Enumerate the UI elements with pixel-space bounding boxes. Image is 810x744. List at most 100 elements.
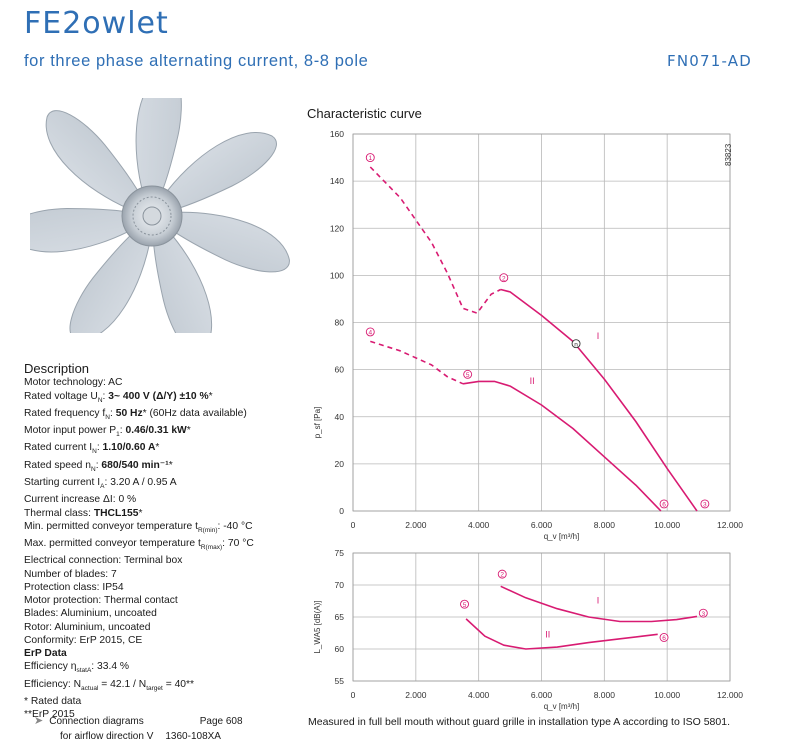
blade xyxy=(30,207,139,253)
spec-label: Starting current I xyxy=(24,476,101,488)
note-rated: * Rated data xyxy=(24,695,82,707)
spec-label: Motor protection: xyxy=(24,595,104,607)
spec-sep: : xyxy=(104,476,111,488)
connection-diagrams-link[interactable]: Connection diagrams xyxy=(49,716,144,727)
efficiency-sub: statA xyxy=(76,667,92,675)
spec-label: Rated speed n xyxy=(24,459,91,471)
y-axis-label: p_sf [Pa] xyxy=(313,407,322,439)
spec-line: Thermal class: THCL155* xyxy=(24,507,314,520)
y-tick-label: 120 xyxy=(330,223,344,233)
erp-title: ErP Data xyxy=(24,648,67,660)
point-marker xyxy=(659,499,669,509)
blade xyxy=(45,110,146,211)
spec-line: Number of blades: 7 xyxy=(24,568,314,581)
spec-sub: R(min) xyxy=(197,526,218,534)
spec-line: Current increase ΔI: 0 % xyxy=(24,493,314,506)
spec-line: Conformity: ErP 2015, CE xyxy=(24,634,314,647)
y-tick-label: 65 xyxy=(335,612,345,622)
spec-label: Current increase ΔI: xyxy=(24,494,119,506)
curve-label: II xyxy=(545,629,550,639)
product-subtitle: for three phase alternating current, 8-8… xyxy=(24,52,369,70)
x-tick-label: 12.000 xyxy=(717,520,743,530)
spec-sep: : xyxy=(102,390,109,402)
point-marker-label: 5 xyxy=(466,372,470,379)
x-tick-label: 2.000 xyxy=(405,690,427,700)
blade xyxy=(161,131,277,213)
blade xyxy=(135,98,182,204)
eff-n-mid: = 42.1 / N xyxy=(98,678,147,690)
spec-value: 70 °C xyxy=(227,538,254,550)
y-tick-label: 60 xyxy=(335,365,345,375)
spec-sep: : xyxy=(96,442,103,454)
spec-line: Motor technology: AC xyxy=(24,376,314,389)
spec-line: Motor protection: Thermal contact xyxy=(24,594,314,607)
plot-frame xyxy=(352,552,731,682)
point-marker-label: n xyxy=(574,341,578,348)
point-marker xyxy=(659,633,669,642)
chart-title: Characteristic curve xyxy=(307,106,422,121)
spec-note: * xyxy=(138,507,143,519)
spec-value: Aluminium, uncoated xyxy=(60,608,157,620)
point-marker-label: 6 xyxy=(662,502,666,509)
connection-block: ➤ Connection diagrams Page 608 for airflow… xyxy=(34,714,243,744)
eff-n-label: Efficiency: N xyxy=(24,678,82,690)
airflow-label: for airflow direction V xyxy=(60,731,154,742)
point-marker xyxy=(365,153,375,163)
spec-sep: : xyxy=(217,520,224,532)
spec-value: 0 % xyxy=(118,494,137,506)
eff-n-value: = 40** xyxy=(162,678,195,690)
spec-value: Terminal box xyxy=(123,555,183,567)
spec-label: Max. permitted conveyor temperature t xyxy=(24,538,201,550)
series-line xyxy=(500,585,698,623)
point-marker xyxy=(463,369,473,379)
x-tick-label: 4.000 xyxy=(468,520,490,530)
point-marker xyxy=(497,569,507,579)
x-tick-label: 6.000 xyxy=(531,690,553,700)
series-line xyxy=(465,618,658,650)
x-axis-label: q_v [m³/h] xyxy=(544,702,580,711)
spec-label: Motor technology: xyxy=(24,377,109,389)
efficiency-line: Efficiency ηstatA: 33.4 % xyxy=(24,660,314,677)
y-tick-label: 60 xyxy=(335,644,345,654)
point-marker-label: 4 xyxy=(368,330,372,337)
spec-label: Blades: xyxy=(24,608,61,620)
spec-value: Aluminium, uncoated xyxy=(54,621,151,633)
y-tick-label: 160 xyxy=(330,129,344,139)
curve-label: I xyxy=(597,331,600,341)
spec-line: Max. permitted conveyor temperature tR(m… xyxy=(24,537,314,554)
airflow-code: 1360-108XA xyxy=(165,731,221,742)
point-marker xyxy=(698,608,708,618)
spec-sub: N xyxy=(105,413,110,421)
y-tick-label: 75 xyxy=(335,548,345,558)
spec-value: IP54 xyxy=(102,581,124,593)
y-tick-label: 55 xyxy=(335,676,345,686)
spec-note: * (60Hz data available) xyxy=(142,407,247,419)
model-number: FN071-AD xyxy=(667,52,752,70)
connection-row: ➤ Connection diagrams Page 608 xyxy=(34,714,243,729)
series-line xyxy=(462,380,662,512)
spec-label: Rated frequency f xyxy=(24,407,106,419)
spec-line: Rated speed nN: 680/540 min⁻¹* xyxy=(24,459,314,476)
chart-code: 83823 xyxy=(724,143,733,166)
x-tick-label: 10.000 xyxy=(654,690,680,700)
spec-sub: 1 xyxy=(116,431,120,439)
blade xyxy=(69,225,152,333)
spec-value: 3.20 A / 0.95 A xyxy=(110,476,177,488)
blade xyxy=(163,211,290,273)
spec-line: Electrical connection: Terminal box xyxy=(24,554,314,567)
spec-sub: N xyxy=(97,396,103,404)
spec-label: Rated current I xyxy=(24,442,93,454)
spec-value: THCL155 xyxy=(93,507,139,519)
y-tick-label: 140 xyxy=(330,176,344,186)
spec-note: * xyxy=(155,442,160,454)
spec-line: Min. permitted conveyor temperature tR(m… xyxy=(24,520,314,537)
spec-value: AC xyxy=(108,377,123,389)
y-tick-label: 0 xyxy=(339,506,344,516)
point-marker xyxy=(499,273,509,283)
y-tick-label: 80 xyxy=(335,318,345,328)
efficiency-n-line: Efficiency: Nactual = 42.1 / Ntarget = 4… xyxy=(24,678,314,695)
spec-sep: : xyxy=(222,538,228,550)
blade xyxy=(152,229,212,333)
